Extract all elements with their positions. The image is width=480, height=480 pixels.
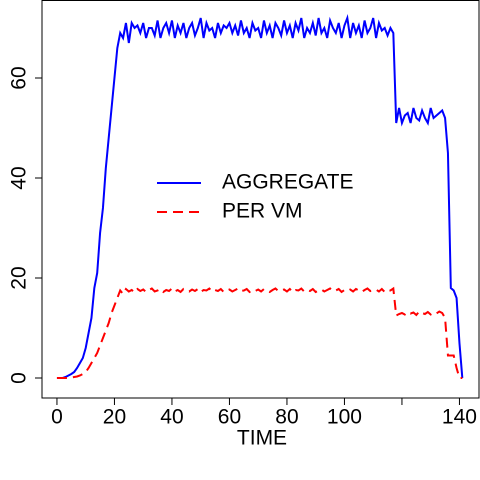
series-line	[56, 286, 463, 379]
y-tick-label: 40	[8, 166, 31, 189]
legend-label: AGGREGATE	[222, 171, 353, 194]
series-line	[56, 14, 464, 379]
x-tick-label: 80	[275, 406, 298, 429]
plot-frame	[41, 0, 480, 399]
x-tick-label: 0	[51, 406, 63, 429]
y-tick-label: 60	[8, 66, 31, 89]
y-tick-label: 20	[8, 266, 31, 289]
x-tick-label: 100	[327, 406, 362, 429]
x-tick-label: 60	[218, 406, 241, 429]
x-tick-label: 140	[442, 406, 477, 429]
x-axis-label: TIME	[237, 427, 287, 450]
legend-label: PER VM	[222, 200, 303, 223]
x-tick-label: 20	[103, 406, 126, 429]
x-tick-label: 40	[160, 406, 183, 429]
y-tick-label: 0	[8, 372, 31, 384]
